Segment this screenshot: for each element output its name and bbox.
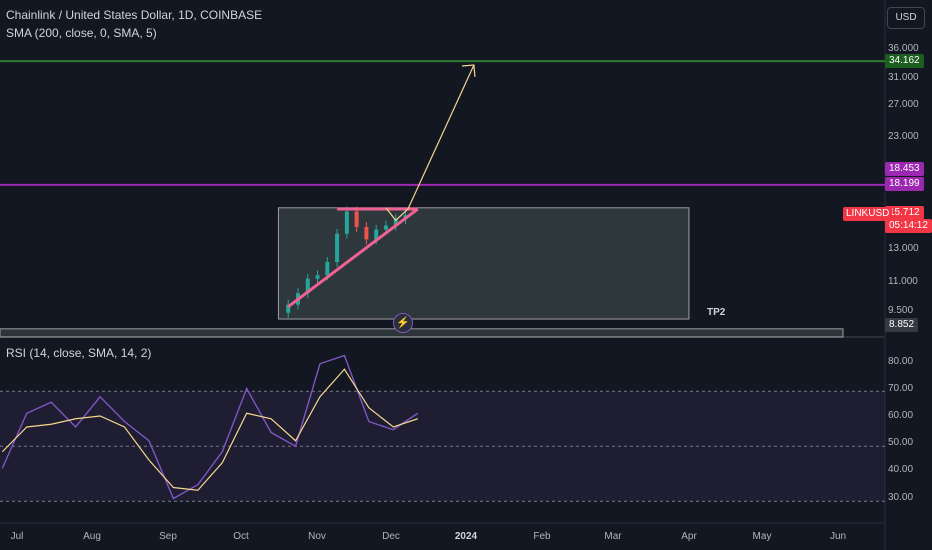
y-tick: 31.000 <box>888 72 919 83</box>
rsi-band <box>0 391 885 502</box>
tp2-label: TP2 <box>707 307 726 318</box>
x-tick: Feb <box>533 531 551 542</box>
y-tick: 9.500 <box>888 305 914 316</box>
candle-body <box>344 211 349 234</box>
rsi-pane[interactable] <box>0 354 885 502</box>
x-tick: Jul <box>10 531 24 542</box>
candle-body <box>383 225 388 230</box>
x-tick: Aug <box>83 531 101 542</box>
candle-body <box>315 275 320 279</box>
chart-title: Chainlink / United States Dollar, 1D, CO… <box>6 8 263 22</box>
rsi-tick: 70.00 <box>888 383 914 394</box>
rsi-tick: 80.00 <box>888 356 914 367</box>
x-tick: Dec <box>382 531 400 542</box>
x-tick: Apr <box>681 531 697 542</box>
price-tag-green-line: 34.162 <box>885 54 924 68</box>
countdown-tag: 05:14:12 <box>885 219 932 233</box>
rsi-indicator-label[interactable]: RSI (14, close, SMA, 14, 2) <box>6 346 152 360</box>
price-tag-purple-top: 18.453 <box>885 162 924 176</box>
price-tag-last: 15.712 <box>885 206 924 220</box>
candle-body <box>335 233 340 263</box>
ticker-label: LINKUSD <box>843 207 893 221</box>
currency-button[interactable]: USD <box>887 7 925 29</box>
price-tag-tp: 8.852 <box>885 318 919 332</box>
arrow-head <box>461 64 476 78</box>
x-tick: Sep <box>159 531 177 542</box>
x-tick: Jun <box>829 531 847 542</box>
candle-body <box>354 211 359 227</box>
sma-indicator-label[interactable]: SMA (200, close, 0, SMA, 5) <box>6 26 157 40</box>
x-tick: Nov <box>308 531 326 542</box>
x-tick: Oct <box>233 531 249 542</box>
lightning-icon[interactable]: ⚡ <box>393 313 413 333</box>
target-arrow <box>407 64 475 210</box>
candle-body <box>393 219 398 226</box>
rsi-tick: 40.00 <box>888 464 914 475</box>
triangle-support-line <box>287 207 419 308</box>
y-tick: 23.000 <box>888 131 919 142</box>
y-tick: 36.000 <box>888 43 919 54</box>
x-tick: May <box>752 531 772 542</box>
rsi-tick: 60.00 <box>888 410 914 421</box>
rsi-tick: 50.00 <box>888 437 914 448</box>
x-tick: Mar <box>604 531 622 542</box>
candle-body <box>286 304 291 313</box>
y-tick: 27.000 <box>888 99 919 110</box>
price-pane[interactable] <box>0 60 885 338</box>
y-tick: 13.000 <box>888 243 919 254</box>
range-box <box>277 207 690 320</box>
candle-body <box>374 229 379 240</box>
candle-body <box>325 262 330 276</box>
y-tick: 11.000 <box>888 276 918 287</box>
price-tag-purple-bottom: 18.199 <box>885 177 924 191</box>
candle-body <box>364 226 369 240</box>
candle-body <box>305 278 310 294</box>
rsi-ma-line <box>1 368 418 491</box>
rsi-tick: 30.00 <box>888 492 914 503</box>
rsi-line <box>1 354 419 500</box>
x-tick: 2024 <box>454 531 478 542</box>
tp2-box <box>0 328 844 338</box>
pullback-path <box>385 207 409 222</box>
